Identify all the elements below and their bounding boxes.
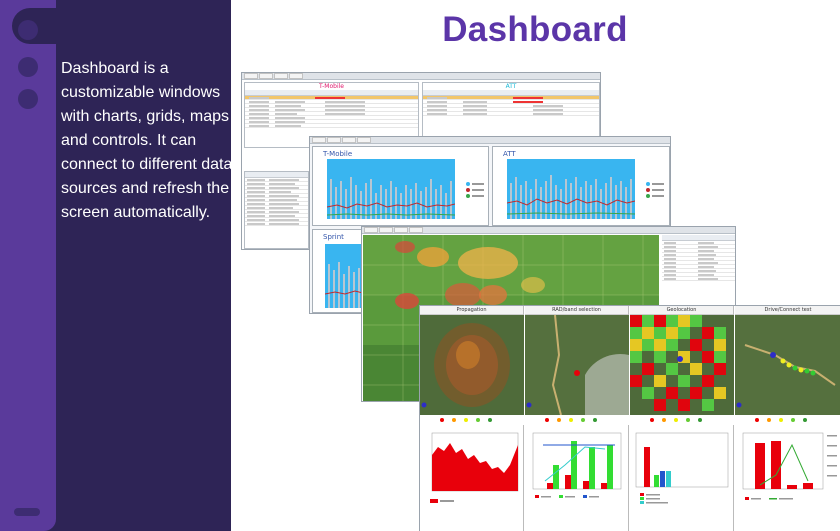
grid-title: T-Mobile xyxy=(319,83,344,90)
sidebar: Dashboard is a customizable windows with… xyxy=(0,0,231,531)
drive-test-chart xyxy=(742,432,837,500)
propagation-chart xyxy=(430,432,519,503)
decor-dot xyxy=(18,20,38,40)
panel-title: Propagation xyxy=(420,306,523,315)
panel-legend xyxy=(735,415,840,425)
geolocation-chart xyxy=(635,432,729,504)
tab-strip xyxy=(242,73,600,80)
chart-bars xyxy=(506,175,636,219)
panel-title: Geolocation xyxy=(630,306,733,315)
decor-dot xyxy=(18,57,38,77)
panel-legend xyxy=(525,415,629,425)
chart-title: T-Mobile xyxy=(323,150,353,158)
drive-test-map[interactable] xyxy=(735,315,840,415)
rad-band-chart xyxy=(532,432,622,498)
plot-area xyxy=(506,159,636,219)
decor-pill xyxy=(14,508,40,516)
grid-title: ATT xyxy=(505,83,517,90)
panel-title: RAD/band selection xyxy=(525,306,628,315)
plot-area xyxy=(326,159,456,219)
chart-panel-att: ATT xyxy=(492,146,670,226)
propagation-map[interactable] xyxy=(420,315,524,415)
chart-bars xyxy=(326,177,456,219)
panel-propagation: Propagation xyxy=(420,306,524,531)
dashboard-screenshot-maps: Propagation RAD/band selection xyxy=(419,305,840,531)
chart-panel-tmobile: T-Mobile xyxy=(312,146,489,226)
tab-strip xyxy=(362,227,735,234)
chart-title: Sprint xyxy=(323,233,344,241)
geolocation-map[interactable] xyxy=(630,315,734,415)
tab-strip xyxy=(310,137,670,144)
grid-events xyxy=(244,171,309,249)
panel-title: Drive/Connect test xyxy=(735,306,840,315)
page-description: Dashboard is a customizable windows with… xyxy=(61,60,231,221)
decor-dot xyxy=(18,89,38,109)
panel-legend xyxy=(420,415,524,425)
chart-bars xyxy=(324,262,364,308)
chart-legend xyxy=(466,182,484,198)
chart-panel-sprint: Sprint xyxy=(312,229,364,313)
panel-geolocation: Geolocation xyxy=(630,306,734,531)
panel-rad-band: RAD/band selection xyxy=(525,306,629,531)
page-title: Dashboard xyxy=(442,10,628,49)
panel-legend xyxy=(630,415,734,425)
accent-strip xyxy=(0,0,56,531)
plot-area xyxy=(324,244,364,308)
rad-band-map[interactable] xyxy=(525,315,629,415)
chart-legend xyxy=(646,182,664,198)
chart-title: ATT xyxy=(503,150,516,158)
panel-drive-test: Drive/Connect test xyxy=(735,306,840,531)
